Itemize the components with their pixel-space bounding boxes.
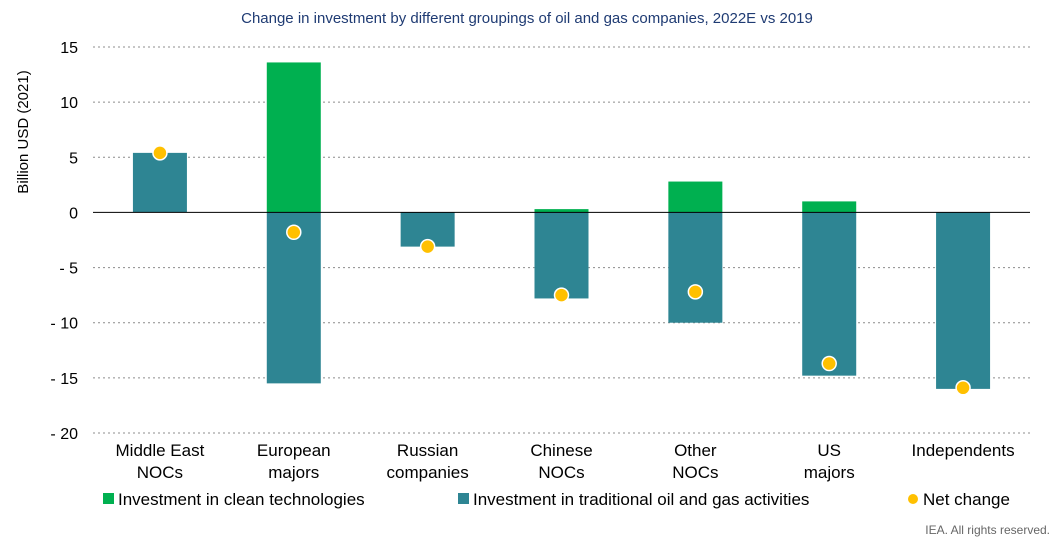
- x-tick-label: Chinese: [530, 441, 592, 460]
- legend-swatch: [908, 494, 918, 504]
- legend-swatch: [458, 493, 469, 504]
- bar-series-1-cat-3: [534, 212, 589, 299]
- x-tick-label: majors: [268, 463, 319, 482]
- bar-series-1-cat-4: [668, 212, 723, 323]
- bar-series-1-cat-5: [802, 212, 857, 376]
- legend-item-0[interactable]: Investment in clean technologies: [103, 490, 365, 509]
- y-tick-label: 0: [69, 205, 78, 222]
- net-change-point-5: [821, 355, 837, 372]
- bar-series-1-cat-0: [132, 152, 187, 213]
- x-tick-label: majors: [804, 463, 855, 482]
- y-tick-label: - 15: [50, 371, 78, 388]
- legend-swatch: [103, 493, 114, 504]
- legend[interactable]: Investment in clean technologies Investme…: [103, 490, 1010, 509]
- y-tick-label: 10: [60, 95, 78, 112]
- net-change-point-1: [286, 224, 302, 241]
- x-tick-label: Other: [674, 441, 717, 460]
- legend-item-2[interactable]: Net change: [908, 490, 1010, 509]
- x-tick-label: US: [817, 441, 841, 460]
- x-tick-label: European: [257, 441, 331, 460]
- bar-series-0-cat-4: [668, 181, 723, 213]
- legend-label: Investment in clean technologies: [118, 490, 365, 509]
- bar-series-0-cat-1: [266, 62, 321, 213]
- bars: [132, 62, 991, 389]
- net-change-point-0: [152, 145, 168, 161]
- net-change-point-4: [687, 284, 704, 300]
- net-change-point-6: [955, 380, 971, 396]
- grid-lines: [93, 46, 1030, 434]
- y-tick-label: - 20: [50, 426, 78, 443]
- chart-title: Change in investment by different groupi…: [241, 10, 813, 27]
- legend-label: Investment in traditional oil and gas ac…: [473, 490, 809, 509]
- x-tick-label: Independents: [912, 441, 1015, 460]
- y-axis-label: Billion USD (2021): [15, 70, 32, 193]
- y-axis-ticks: 15 10 5 0 - 5 - 10 - 15 - 20: [50, 40, 78, 443]
- source-note: IEA. All rights reserved.: [925, 523, 1050, 537]
- x-tick-label: NOCs: [538, 463, 584, 482]
- legend-item-1[interactable]: Investment in traditional oil and gas ac…: [458, 490, 809, 509]
- y-tick-label: - 5: [59, 261, 78, 278]
- x-tick-label: Middle East: [116, 441, 205, 460]
- x-tick-label: NOCs: [137, 463, 183, 482]
- x-tick-label: NOCs: [672, 463, 718, 482]
- y-tick-label: 15: [60, 40, 78, 57]
- legend-label: Net change: [923, 490, 1010, 509]
- bar-series-1-cat-1: [266, 212, 321, 384]
- y-tick-label: 5: [69, 150, 78, 167]
- x-axis-ticks: Middle East NOCs European majors Russian comp…: [116, 441, 1015, 482]
- net-change-point-3: [553, 287, 570, 303]
- x-tick-label: Russian: [397, 441, 458, 460]
- x-tick-label: companies: [387, 463, 469, 482]
- y-tick-label: - 10: [50, 316, 78, 333]
- bar-series-0-cat-3: [534, 209, 589, 213]
- net-change-points: [152, 145, 971, 396]
- bar-series-0-cat-5: [802, 201, 857, 213]
- net-change-point-2: [419, 238, 436, 255]
- bar-series-1-cat-6: [936, 212, 991, 389]
